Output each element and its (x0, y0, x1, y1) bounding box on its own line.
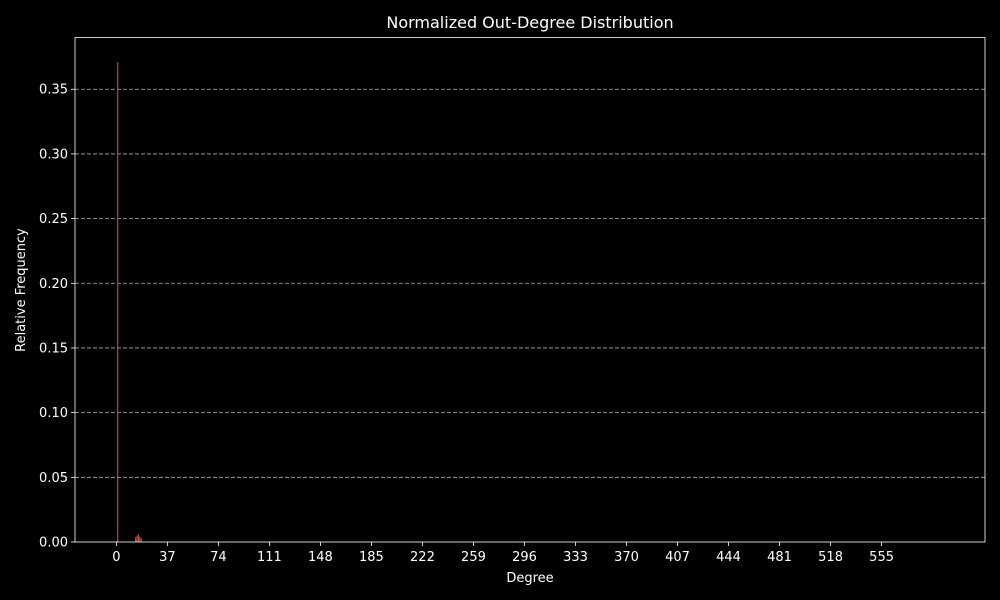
x-tick-label: 37 (159, 550, 176, 565)
y-tick-label: 0.10 (39, 406, 68, 421)
x-tick-label: 481 (767, 550, 792, 565)
x-tick-label: 555 (869, 550, 894, 565)
x-tick-label: 407 (665, 550, 690, 565)
bar (137, 534, 139, 542)
y-axis-label: Relative Frequency (14, 228, 29, 352)
x-tick-label: 0 (112, 550, 120, 565)
x-tick-label: 74 (210, 550, 227, 565)
x-tick-label: 222 (410, 550, 435, 565)
y-tick-label: 0.15 (39, 341, 68, 356)
x-axis: 0 37 74 111 148 185 222 259 296 333 370 407 444 481 51… (112, 542, 894, 565)
x-tick-label: 518 (818, 550, 843, 565)
x-tick-label: 296 (512, 550, 537, 565)
y-tick-label: 0.35 (39, 83, 68, 98)
plot-frame (74, 37, 986, 543)
x-tick-label: 333 (563, 550, 588, 565)
grid (75, 88, 985, 478)
x-tick-label: 444 (716, 550, 741, 565)
x-tick-label: 259 (461, 550, 486, 565)
y-tick-label: 0.00 (39, 536, 68, 551)
y-axis: 0.00 0.05 0.10 0.15 0.20 0.25 0.30 0.35 (39, 83, 75, 551)
x-tick-label: 148 (308, 550, 333, 565)
x-tick-label: 370 (614, 550, 639, 565)
bar (139, 536, 141, 542)
bar (135, 536, 137, 542)
y-tick-label: 0.20 (39, 277, 68, 292)
y-tick-label: 0.30 (39, 147, 68, 162)
bar (136, 535, 138, 542)
bars (117, 62, 142, 542)
bar (117, 62, 119, 542)
y-tick-label: 0.25 (39, 212, 68, 227)
x-axis-label: Degree (506, 571, 553, 586)
chart-title: Normalized Out-Degree Distribution (386, 13, 673, 32)
x-tick-label: 185 (359, 550, 384, 565)
x-tick-label: 111 (257, 550, 282, 565)
y-tick-label: 0.05 (39, 471, 68, 486)
bar (140, 538, 142, 542)
